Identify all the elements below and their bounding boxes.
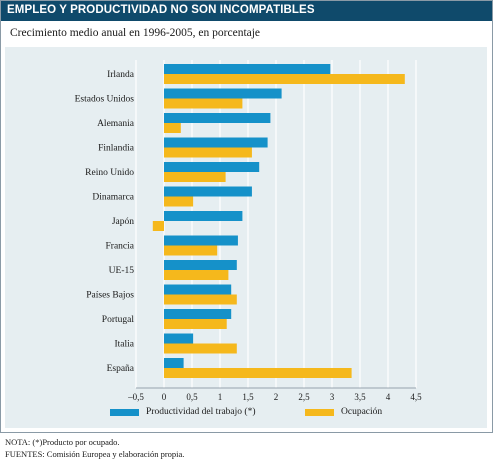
legend-swatch-ocupacion (305, 408, 334, 416)
category-label: Finlandia (98, 144, 135, 154)
category-label: Dinamarca (92, 193, 134, 203)
category-label: España (107, 364, 135, 374)
bar-productividad (164, 88, 282, 99)
x-tick-label: 1,5 (242, 392, 254, 402)
bar-productividad (164, 137, 268, 148)
bar-productividad (164, 260, 237, 270)
plot-panel (5, 47, 487, 428)
bar-productividad (164, 64, 331, 74)
x-tick-label: –0,5 (127, 392, 144, 402)
category-label: Estados Unidos (75, 95, 135, 105)
bar-productividad (164, 358, 184, 368)
bar-ocupacion (164, 270, 229, 280)
bar-ocupacion (164, 98, 243, 109)
bar-productividad (164, 162, 260, 172)
category-label: Francia (106, 242, 135, 252)
x-tick-label: 4,5 (410, 392, 422, 402)
bar-productividad (164, 309, 232, 319)
bar-productividad (164, 284, 232, 295)
category-label: Japón (112, 217, 134, 227)
chart-header: EMPLEO Y PRODUCTIVIDAD NO SON INCOMPATIB… (1, 1, 492, 21)
bar-ocupacion (164, 196, 194, 207)
legend-label-ocupacion: Ocupación (341, 407, 383, 417)
chart-notes: NOTA: (*)Producto por ocupado. FUENTES: … (5, 436, 184, 460)
x-tick-label: 3,5 (354, 392, 366, 402)
bar-productividad (164, 113, 271, 123)
x-tick-label: 4 (386, 392, 391, 402)
bar-productividad (164, 211, 243, 221)
x-tick-label: 0,5 (186, 392, 198, 402)
category-label: UE-15 (109, 266, 135, 276)
bar-ocupacion (152, 221, 164, 231)
bar-productividad (164, 235, 238, 246)
legend-item-productividad: Productividad del trabajo (*) (110, 407, 255, 417)
bar-ocupacion (164, 172, 226, 182)
bar-ocupacion (164, 368, 352, 378)
bar-ocupacion (164, 245, 218, 256)
legend-label-productividad: Productividad del trabajo (*) (146, 407, 256, 417)
note-text: NOTA: (*)Producto por ocupado. (5, 437, 120, 447)
chart-title: EMPLEO Y PRODUCTIVIDAD NO SON INCOMPATIB… (7, 4, 315, 16)
chart-subtitle: Crecimiento medio anual en 1996-2005, en… (10, 27, 261, 39)
x-tick-label: 1 (218, 392, 223, 402)
x-tick-label: 0 (162, 392, 167, 402)
category-label: Portugal (102, 315, 135, 325)
legend-item-ocupacion: Ocupación (305, 407, 382, 417)
legend-swatch-productividad (110, 408, 139, 416)
sources-text: FUENTES: Comisión Europea y elaboración … (5, 449, 185, 459)
bar-ocupacion (164, 74, 405, 84)
category-label: Alemania (97, 119, 135, 129)
x-tick-label: 2,5 (298, 392, 310, 402)
bar-ocupacion (164, 147, 252, 158)
category-label: Italia (114, 340, 134, 350)
bar-ocupacion (164, 123, 181, 133)
bar-productividad (164, 186, 252, 197)
bar-ocupacion (164, 319, 227, 329)
bar-ocupacion (164, 343, 237, 354)
x-tick-label: 2 (274, 392, 279, 402)
bar-productividad (164, 333, 194, 344)
category-label: Países Bajos (86, 291, 134, 301)
category-label: Reino Unido (85, 168, 134, 178)
x-tick-label: 3 (330, 392, 335, 402)
category-label: Irlanda (107, 70, 135, 80)
bar-ocupacion (164, 294, 237, 305)
